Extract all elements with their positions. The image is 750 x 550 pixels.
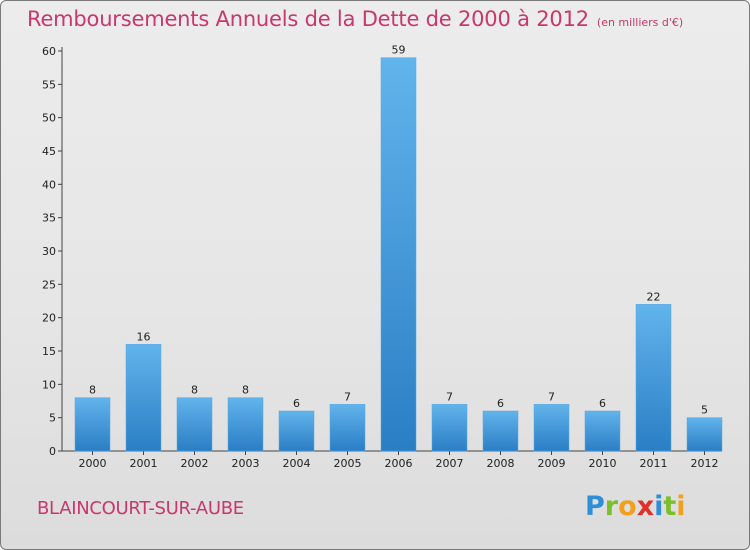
bar bbox=[380, 57, 417, 452]
x-tick-label: 2004 bbox=[283, 457, 311, 470]
y-tick-label: 55 bbox=[42, 78, 56, 91]
x-tick-label: 2001 bbox=[130, 457, 158, 470]
y-tick-label: 0 bbox=[49, 445, 56, 458]
commune-name: BLAINCOURT-SUR-AUBE bbox=[37, 498, 244, 519]
bar-value-label: 7 bbox=[548, 390, 555, 403]
x-tick-label: 2000 bbox=[79, 457, 107, 470]
bar-value-label: 6 bbox=[497, 397, 504, 410]
bar-value-label: 6 bbox=[293, 397, 300, 410]
bar-value-label: 8 bbox=[191, 384, 198, 397]
bar-value-label: 6 bbox=[599, 397, 606, 410]
x-tick-label: 2003 bbox=[232, 457, 260, 470]
x-axis: 2000 2001 2002 2003 2004 2005 2006 2007 2008 2009… bbox=[62, 450, 722, 470]
x-tick-label: 2002 bbox=[181, 457, 209, 470]
logo-letter: x bbox=[636, 491, 655, 522]
y-tick-label: 45 bbox=[42, 145, 56, 158]
logo-letter: i bbox=[654, 491, 664, 522]
bar-value-label: 7 bbox=[344, 390, 351, 403]
bar bbox=[278, 410, 315, 452]
y-tick-label: 20 bbox=[42, 312, 56, 325]
y-tick-label: 10 bbox=[42, 378, 56, 391]
x-tick-label: 2010 bbox=[589, 457, 617, 470]
y-tick-label: 5 bbox=[49, 412, 56, 425]
bar-value-label: 59 bbox=[392, 44, 406, 57]
x-tick-label: 2006 bbox=[385, 457, 413, 470]
x-tick-label: 2005 bbox=[334, 457, 362, 470]
y-tick-label: 30 bbox=[42, 245, 56, 258]
bar-value-label: 8 bbox=[89, 384, 96, 397]
logo-letter: o bbox=[618, 491, 637, 522]
bar bbox=[329, 404, 366, 452]
y-tick-label: 50 bbox=[42, 112, 56, 125]
chart-title: Remboursements Annuels de la Dette de 20… bbox=[27, 7, 683, 31]
bar bbox=[482, 410, 519, 452]
bar bbox=[686, 417, 723, 452]
logo-letter: i bbox=[676, 491, 686, 522]
bar-value-label: 16 bbox=[137, 330, 151, 343]
y-tick-label: 40 bbox=[42, 178, 56, 191]
logo-letter: P bbox=[585, 491, 605, 522]
y-tick-label: 25 bbox=[42, 278, 56, 291]
y-tick-label: 15 bbox=[42, 345, 56, 358]
bar-value-label: 5 bbox=[701, 404, 708, 417]
bar bbox=[431, 404, 468, 452]
y-tick-label: 35 bbox=[42, 212, 56, 225]
proxiti-logo: Proxiti bbox=[585, 491, 686, 522]
chart-subtitle: (en milliers d'€) bbox=[596, 16, 684, 29]
bar bbox=[125, 344, 162, 452]
bar bbox=[227, 397, 264, 452]
bars: 8 16 8 8 6 7 59 7 6 7 6 22 5 bbox=[74, 44, 723, 452]
logo-letter: r bbox=[604, 491, 619, 522]
x-tick-label: 2009 bbox=[538, 457, 566, 470]
bar bbox=[74, 397, 111, 452]
bar bbox=[533, 404, 570, 452]
bar bbox=[635, 304, 672, 452]
y-axis: 0 5 10 15 20 25 30 35 40 45 50 55 60 bbox=[42, 45, 63, 458]
logo-letter: t bbox=[663, 491, 677, 522]
bar-value-label: 7 bbox=[446, 390, 453, 403]
x-tick-label: 2011 bbox=[640, 457, 668, 470]
chart-title-main: Remboursements Annuels de la Dette de 20… bbox=[27, 7, 589, 31]
y-tick-label: 60 bbox=[42, 45, 56, 58]
x-tick-label: 2012 bbox=[691, 457, 719, 470]
bar bbox=[584, 410, 621, 452]
x-tick-label: 2008 bbox=[487, 457, 515, 470]
bar-value-label: 22 bbox=[647, 290, 661, 303]
x-tick-label: 2007 bbox=[436, 457, 464, 470]
bar bbox=[176, 397, 213, 452]
bar-value-label: 8 bbox=[242, 384, 249, 397]
